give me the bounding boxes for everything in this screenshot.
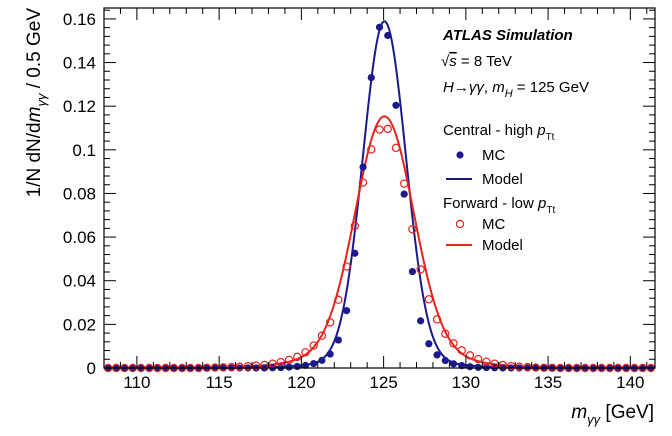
mc-point	[268, 359, 277, 368]
mc-point	[417, 317, 425, 325]
mc-point	[474, 363, 482, 371]
mc-point	[301, 361, 310, 369]
mc-point	[515, 362, 524, 371]
mc-point	[276, 357, 286, 367]
mc-point	[325, 318, 335, 327]
mc-point	[293, 352, 302, 362]
axis-tick-labels: 110 115 120 125 130 135 140 0 0.02 0.04 0.06 0.08 0.…	[63, 10, 645, 392]
legend-header-central: Central - high pTt	[443, 122, 555, 143]
legend-header-forward: Forward - low pTt	[443, 195, 555, 216]
mc-point	[392, 101, 400, 109]
mc-point	[433, 351, 441, 359]
mc-point	[424, 295, 434, 304]
mc-point	[334, 336, 342, 344]
y-tick-label: 0.1	[72, 141, 96, 160]
model-curve	[104, 20, 655, 369]
legend-label-forward-model: Model	[482, 237, 523, 254]
energy-label: √s = 8 TeV	[441, 53, 512, 70]
y-tick-label: 0.04	[63, 272, 96, 291]
x-tick-label: 120	[287, 373, 315, 392]
legend-label-central-mc: MC	[482, 147, 505, 164]
mc-point	[343, 307, 351, 315]
mc-point	[317, 331, 327, 340]
mc-point	[506, 361, 516, 371]
mc-point	[235, 362, 244, 371]
mc-point	[284, 355, 294, 365]
mc-point	[391, 143, 401, 153]
x-axis-title: mγγ [GeV]	[571, 402, 654, 427]
mc-point	[441, 356, 449, 365]
y-tick-label: 0.12	[63, 97, 96, 116]
mc-point	[293, 362, 301, 371]
y-tick-label: 0.02	[63, 315, 96, 334]
mc-point	[432, 315, 442, 324]
mc-point	[350, 221, 360, 231]
atlas-label: ATLAS Simulation	[442, 27, 573, 44]
y-tick-label: 0.14	[63, 54, 96, 73]
axis-ticks	[103, 8, 655, 369]
legend-label-forward-mc: MC	[482, 216, 505, 233]
y-tick-label: 0.06	[63, 228, 96, 247]
model-curves	[104, 20, 655, 369]
y-tick-label: 0	[87, 359, 96, 378]
mc-point	[490, 359, 499, 368]
x-tick-label: 140	[616, 373, 644, 392]
mc-point	[358, 178, 368, 187]
mc-point	[375, 125, 384, 134]
mc-point	[359, 163, 367, 171]
mc-point	[383, 124, 392, 134]
legend-label-central-model: Model	[482, 171, 523, 188]
mc-point	[243, 362, 253, 371]
y-tick-label: 0.08	[63, 184, 96, 203]
x-tick-label: 125	[369, 373, 397, 392]
mc-point	[466, 363, 474, 371]
mc-point	[351, 249, 359, 257]
mc-point	[342, 262, 351, 271]
mc-point	[465, 351, 475, 360]
mc-point	[482, 357, 491, 366]
legend-marker-central-mc	[456, 151, 464, 159]
annotation-block: ATLAS Simulation √s = 8 TeV H→γγ, mH = 1…	[441, 27, 589, 100]
mc-point	[334, 295, 343, 304]
mc-point	[384, 31, 392, 40]
mc-point	[310, 360, 318, 368]
y-tick-label: 0.16	[63, 10, 96, 29]
mc-point	[285, 363, 293, 371]
model-curve	[104, 115, 655, 369]
process-label: H→γγ, mH = 125 GeV	[443, 79, 589, 100]
mc-point	[523, 362, 532, 372]
mc-point	[318, 356, 326, 364]
mc-point	[399, 179, 409, 188]
mc-point	[375, 23, 384, 31]
mc-point	[425, 340, 433, 348]
mc-point	[326, 350, 334, 358]
mc-point	[449, 360, 458, 368]
plot-frame	[103, 7, 656, 369]
mc-point	[473, 354, 483, 364]
x-tick-label: 135	[534, 373, 562, 392]
mc-point	[227, 362, 236, 372]
legend: Central - high pTt MC Model Forward - lo…	[443, 122, 555, 254]
x-tick-label: 130	[452, 373, 480, 392]
mc-markers	[103, 23, 656, 373]
mc-point	[367, 74, 375, 82]
mc-point	[416, 265, 425, 274]
mc-point	[367, 145, 376, 154]
x-tick-label: 110	[123, 373, 150, 392]
mc-point	[400, 190, 408, 198]
mc-point	[251, 361, 261, 370]
mc-point	[408, 267, 416, 276]
x-tick-label: 115	[206, 373, 233, 392]
mc-point	[457, 346, 466, 355]
mc-point	[301, 348, 310, 357]
legend-marker-forward-mc	[455, 219, 465, 229]
mc-point	[408, 225, 417, 234]
mc-point	[449, 339, 458, 348]
y-axis-title: 1/N dN/dmγγ / 0.5 GeV	[24, 8, 49, 198]
mc-point	[441, 329, 450, 338]
mc-point	[309, 341, 318, 350]
mc-point	[219, 363, 228, 372]
